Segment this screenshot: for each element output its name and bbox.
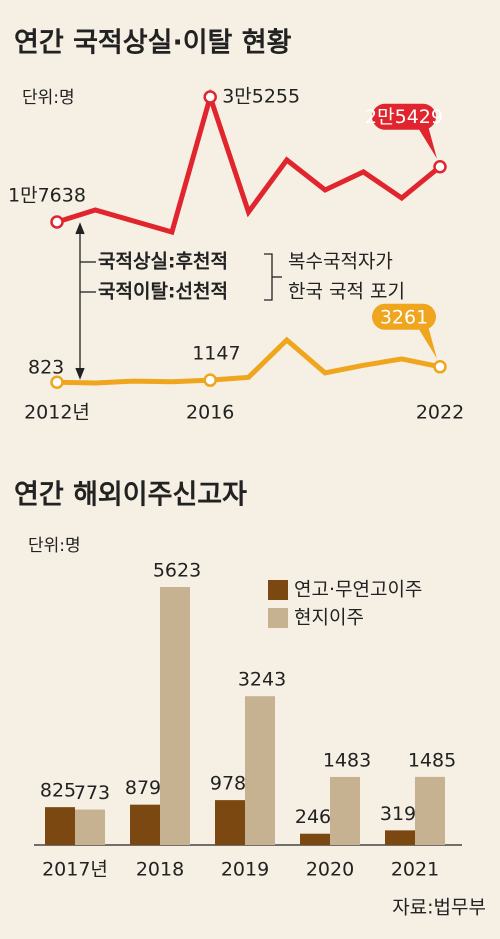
value-label: 3만5255	[222, 86, 300, 108]
point	[50, 375, 64, 389]
x-tick-label: 2012년	[24, 402, 90, 424]
chart-title: 연간 해외이주신고자	[14, 480, 247, 511]
bar	[75, 809, 105, 845]
value-label: 1485	[408, 749, 456, 771]
unit-label: 단위:명	[22, 88, 75, 108]
bar	[385, 830, 415, 845]
value-label: 319	[380, 803, 416, 825]
value-label: 3261	[380, 306, 428, 328]
bar	[415, 776, 445, 845]
bar	[245, 696, 275, 845]
annotation: 국적이탈:선천적	[98, 281, 228, 303]
line	[56, 336, 441, 386]
value-label: 3243	[238, 669, 286, 691]
x-tick-label: 2020	[306, 859, 354, 881]
bar	[160, 587, 190, 845]
point	[203, 373, 217, 387]
x-tick-label: 2022	[416, 402, 464, 424]
bar	[215, 800, 245, 845]
unit-label: 단위:명	[28, 536, 81, 556]
x-tick-label: 2019	[221, 859, 269, 881]
bar	[330, 776, 360, 845]
annotation-lines	[75, 222, 282, 380]
value-label: 978	[210, 773, 246, 795]
x-tick-label: 2016	[186, 402, 234, 424]
x-tick-label: 2018	[136, 859, 184, 881]
annotation: 국적상실:후천적	[98, 251, 228, 273]
value-label: 825	[40, 780, 76, 802]
point	[433, 360, 447, 374]
value-label: 879	[125, 777, 161, 799]
value-label: 246	[295, 806, 331, 828]
legend-swatch	[268, 580, 288, 600]
point	[50, 215, 64, 229]
annotation: 한국 국적 포기	[288, 281, 405, 303]
value-label: 823	[28, 357, 64, 379]
annotation: 복수국적자가	[288, 251, 393, 273]
value-label: 2만5429	[365, 106, 443, 128]
chart-title: 연간 국적상실·이탈 현황	[14, 28, 292, 59]
x-tick-label: 2017년	[42, 859, 108, 881]
bar	[45, 807, 75, 845]
legend-label: 현지이주	[294, 607, 364, 629]
value-label: 773	[74, 782, 110, 804]
label-pointer	[418, 325, 437, 359]
legend-swatch	[268, 608, 288, 628]
value-label: 1147	[192, 343, 240, 365]
bar	[300, 833, 330, 845]
legend-label: 연고·무연고이주	[294, 579, 422, 601]
point	[203, 90, 217, 104]
bar	[130, 804, 160, 845]
value-label: 1만7638	[8, 185, 86, 207]
label-pointer	[418, 125, 437, 159]
value-label: 1483	[323, 749, 371, 771]
value-label: 5623	[153, 560, 201, 582]
point	[433, 159, 447, 174]
label-bubble	[372, 103, 436, 130]
line	[56, 88, 442, 236]
label-bubble	[372, 303, 436, 330]
x-tick-label: 2021	[391, 859, 439, 881]
source: 자료:법무부	[392, 897, 486, 919]
